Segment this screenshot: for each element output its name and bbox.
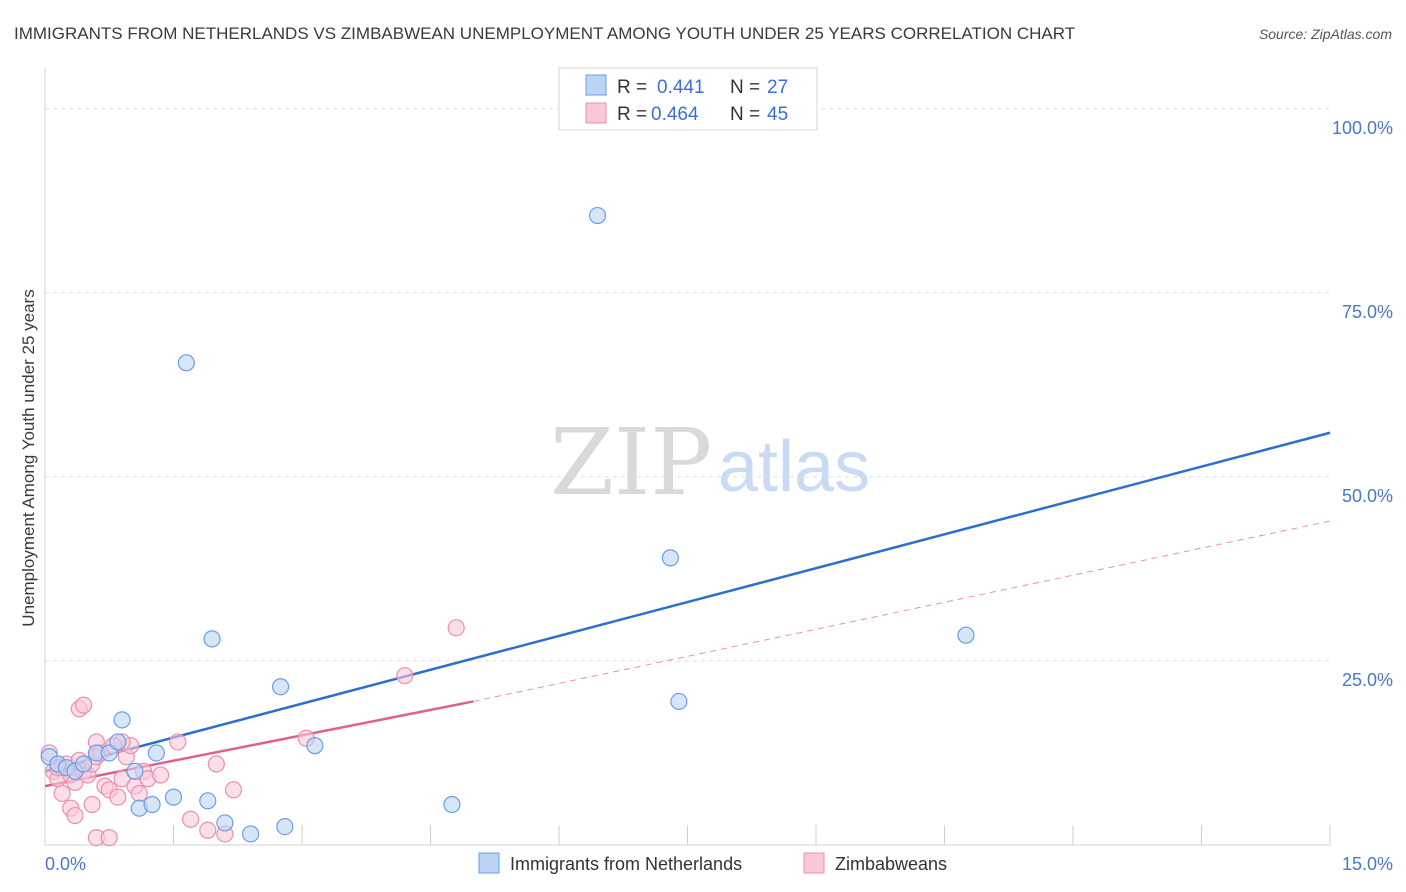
point-zimbabweans	[169, 733, 187, 751]
point-netherlands	[216, 814, 234, 832]
point-netherlands	[74, 755, 93, 773]
x-tick-label: 15.0%	[1342, 854, 1393, 874]
legend-r-value-netherlands: 0.441	[657, 77, 705, 98]
legend-swatch-zimbabweans	[585, 102, 607, 124]
bottom-legend-label-zimbabweans: Zimbabweans	[835, 854, 947, 874]
watermark: ZIP atlas	[550, 409, 870, 516]
point-netherlands	[957, 626, 975, 644]
point-zimbabweans	[109, 788, 127, 806]
bottom-legend-swatch-zimbabweans	[803, 852, 825, 874]
point-zimbabweans	[207, 755, 225, 773]
point-netherlands	[126, 762, 144, 780]
point-netherlands	[276, 817, 294, 836]
point-netherlands	[143, 795, 161, 814]
point-zimbabweans	[66, 806, 84, 825]
point-zimbabweans	[83, 795, 101, 814]
axes: 25.0% 50.0% 75.0% 100.0% 0.0% 15.0%	[44, 68, 1393, 874]
bottom-legend-label-netherlands: Immigrants from Netherlands	[510, 854, 742, 874]
y-tick-label: 50.0%	[1342, 486, 1393, 506]
point-netherlands	[306, 737, 324, 755]
legend-r-label-netherlands: R =	[617, 77, 647, 98]
point-zimbabweans	[447, 619, 465, 637]
point-netherlands	[113, 711, 131, 729]
point-netherlands	[242, 825, 260, 843]
legend-swatch-netherlands	[585, 74, 607, 96]
point-netherlands	[203, 630, 221, 648]
point-netherlands	[443, 795, 461, 814]
legend-n-label-zimbabweans: N =	[730, 104, 760, 125]
point-zimbabweans	[199, 821, 217, 839]
trendline-zimbabweans	[44, 700, 474, 788]
point-zimbabweans	[100, 829, 118, 847]
point-netherlands	[147, 744, 165, 762]
point-zimbabweans	[224, 781, 243, 799]
watermark-atlas: atlas	[718, 427, 870, 507]
legend-r-value-zimbabweans: 0.464	[651, 104, 699, 125]
legend: R = 0.441 N = 27 R = 0.464 N = 45	[558, 67, 818, 131]
points	[40, 206, 975, 847]
chart-source: Source: ZipAtlas.com	[1259, 26, 1392, 42]
point-netherlands	[588, 206, 607, 225]
point-zimbabweans	[396, 667, 414, 685]
point-netherlands	[661, 549, 679, 567]
point-netherlands	[199, 792, 217, 810]
point-netherlands	[164, 788, 183, 806]
legend-r-label-zimbabweans: R =	[617, 104, 647, 125]
point-zimbabweans	[130, 784, 148, 803]
bottom-legend: Immigrants from Netherlands Zimbabweans	[478, 852, 947, 874]
point-netherlands	[670, 692, 688, 711]
point-zimbabweans	[152, 766, 170, 784]
y-axis-label: Unemployment Among Youth under 25 years	[19, 289, 38, 626]
point-zimbabweans	[182, 810, 200, 828]
y-tick-label: 75.0%	[1342, 302, 1393, 322]
point-zimbabweans	[53, 784, 71, 803]
y-tick-label: 25.0%	[1342, 670, 1393, 690]
point-netherlands	[177, 354, 195, 372]
point-zimbabweans	[74, 696, 93, 714]
legend-n-value-zimbabweans: 45	[767, 104, 788, 125]
bottom-legend-swatch-netherlands	[478, 852, 500, 874]
trendline-netherlands	[44, 431, 1331, 773]
legend-n-value-netherlands: 27	[767, 77, 788, 98]
legend-n-label-netherlands: N =	[730, 77, 760, 98]
trendline-extension-zimbabweans	[473, 520, 1331, 702]
trendlines	[44, 431, 1331, 788]
y-tick-label: 100.0%	[1332, 118, 1393, 138]
point-netherlands	[109, 733, 127, 751]
watermark-zip: ZIP	[550, 409, 712, 516]
grid	[44, 108, 1331, 845]
chart-title: IMMIGRANTS FROM NETHERLANDS VS ZIMBABWEA…	[14, 24, 1075, 43]
point-netherlands	[271, 678, 290, 696]
x-tick-label: 0.0%	[45, 854, 86, 874]
point-zimbabweans	[113, 770, 131, 788]
